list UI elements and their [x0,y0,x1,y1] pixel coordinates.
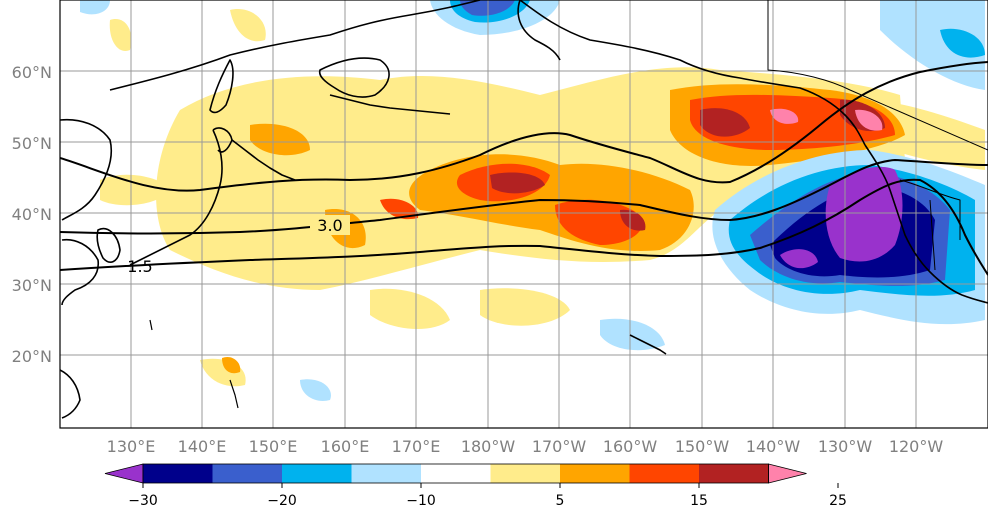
lon-label: 150°W [675,437,730,456]
contour-south [60,178,988,276]
colorbar-tick-label: 15 [690,493,708,509]
contour-north [60,61,988,192]
colorbar-segment [490,464,560,483]
coast-siberia [109,0,481,91]
coast-small-islands [149,319,239,409]
colorbar: −30 −20 −10 5 15 25 [104,463,847,509]
contour-label-3: 3.0 [317,216,342,235]
shade-pale-yellow-patch-5 [230,9,266,42]
colorbar-segment [351,464,421,483]
coast-aleutians [329,94,451,115]
shade-pale-blue-4 [600,318,665,351]
lon-label: 150°E [249,437,298,456]
cold-anomaly-shading [80,0,985,401]
shade-pale-yellow-patch-2 [370,288,450,330]
lat-label-50: 50°N [12,134,52,153]
lat-labels: 60°N 50°N 40°N 30°N 20°N [12,63,52,366]
shade-pink-2 [855,109,883,131]
lat-label-60: 60°N [12,63,52,82]
lon-label: 180°W [461,437,516,456]
colorbar-segment [282,464,352,483]
colorbar-segment [212,464,282,483]
coast-kamchatka [318,57,390,98]
coast-north-america-west [864,144,988,304]
shade-purple-2 [780,249,818,269]
lon-label: 120°W [889,437,944,456]
lon-label: 170°E [392,437,441,456]
mean-contours [60,61,988,276]
contour-label-bg [310,215,350,235]
shade-pale-blue-5 [80,0,110,15]
colorbar-segment [560,464,630,483]
contour-middle [60,158,988,235]
lon-label: 140°E [178,437,227,456]
coast-alaska [519,0,866,146]
colorbar-segment [143,464,213,483]
lon-label: 160°W [603,437,658,456]
colorbar-tick-label: −30 [128,493,158,509]
lon-label: 130°W [818,437,873,456]
shade-orange-3 [250,123,310,156]
lat-label-20: 20°N [12,347,52,366]
shade-pale-yellow-patch-4 [109,19,132,51]
colorbar-tick-label: −10 [406,493,436,509]
coast-hawaii [629,334,667,355]
shade-orange-5 [222,356,241,374]
shade-pale-yellow-patch-3 [480,288,570,326]
colorbar-tick-label: 5 [556,493,565,509]
shade-pink-1 [770,108,799,124]
colorbar-outline [142,463,769,484]
map-area: 3.0 1.5 [60,0,988,428]
colorbar-segment [629,464,699,483]
contour-labels: 3.0 1.5 [127,215,350,276]
lon-label: 130°E [107,437,156,456]
lon-label: 160°E [321,437,370,456]
coast-philippines [60,369,81,419]
colorbar-tick-label: 25 [829,493,847,509]
shade-dark-red-1 [490,172,545,194]
lat-label-40: 40°N [12,205,52,224]
shade-pale-blue-6 [300,379,331,401]
lat-label-30: 30°N [12,276,52,295]
shade-sky-3 [940,28,985,58]
colorbar-segment [421,464,491,483]
contour-label-1-5: 1.5 [127,257,152,276]
colorbar-extend-high [768,463,807,484]
shade-pale-yellow-patch-1 [100,174,170,206]
map-frame [59,0,988,429]
colorbar-extend-low [104,463,144,484]
colorbar-segment [699,464,769,483]
shade-red-orange-4 [380,198,419,220]
map-grid [60,0,988,428]
coast-canada-border [767,0,988,151]
colorbar-tick-label: −20 [267,493,297,509]
lon-label: 140°W [746,437,801,456]
shade-dark-red-4 [620,209,646,231]
shade-dark-red-2 [700,108,750,137]
lon-label: 170°W [532,437,587,456]
coast-asia-mainland [60,118,113,306]
coast-kurils [231,139,296,181]
coast-bering [517,0,561,61]
coast-sakhalin [209,59,234,114]
lon-labels: 130°E 140°E 150°E 160°E 170°E 180°W 170°W 160°W… [107,437,944,456]
coast-us-states [899,179,961,271]
shade-pale-blue-3 [880,0,985,90]
